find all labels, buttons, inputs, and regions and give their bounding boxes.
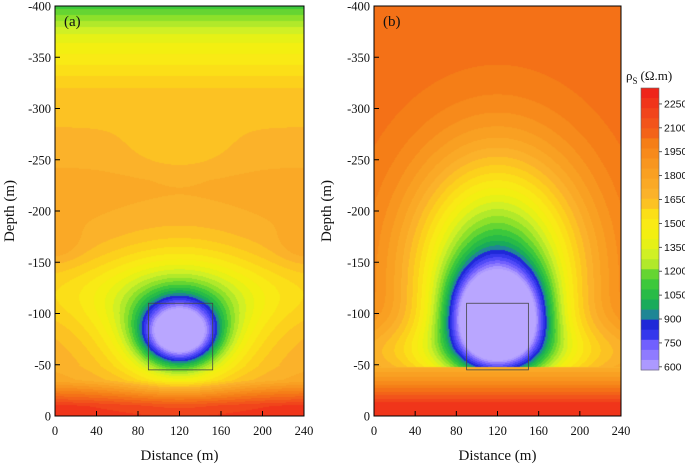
panel-b-plot-area: [373, 5, 622, 417]
panel-b-x-tick-label: 0: [371, 424, 377, 438]
colorbar-swatch: [641, 319, 659, 331]
panel-b-x-tick-label: 80: [450, 424, 463, 438]
panel-b-y-tick-label: -250: [347, 153, 370, 167]
colorbar-swatch: [641, 229, 659, 240]
colorbar-swatch: [641, 148, 659, 159]
panel-a-y-tick-label: -100: [28, 307, 51, 321]
panel-b-y-axis-title: Depth (m): [319, 180, 335, 242]
colorbar-swatch: [641, 359, 659, 371]
colorbar-swatch: [641, 108, 659, 119]
colorbar-swatch: [641, 88, 659, 99]
panel-a-body-outline: [147, 302, 214, 371]
colorbar-swatch: [641, 208, 659, 220]
colorbar-swatch: [641, 198, 659, 210]
panel-a-x-tick-label: 40: [90, 424, 103, 438]
panel-a-x-tick-label: 200: [253, 424, 272, 438]
colorbar-frame: [640, 87, 660, 371]
panel-a-y-tick-label: -350: [28, 51, 51, 65]
colorbar-tick-label: 1200: [664, 266, 685, 278]
panel-a-x-tick-label: 80: [132, 424, 145, 438]
panel-b-y-tick-label: -400: [347, 0, 370, 14]
panel-a-y-tick-label: -50: [34, 358, 51, 372]
colorbar-swatch: [641, 118, 659, 129]
panel-a-plot-area: [54, 5, 305, 417]
colorbar-tick-label: 1950: [664, 146, 685, 158]
panel-b-y-tick-label: -150: [347, 256, 370, 270]
panel-b-label: (b): [383, 14, 401, 30]
panel-b: (b) 0 40 80 120 160 200 240 -400 -350 -300 -250 -20…: [319, 0, 630, 464]
panel-a-label: (a): [64, 14, 81, 30]
panel-b-y-tick-label: 0: [364, 410, 370, 424]
colorbar-tick-label: 2250: [664, 98, 685, 110]
colorbar-swatch: [641, 188, 659, 200]
panel-b-x-tick-label: 120: [488, 424, 507, 438]
panel-a-y-tick-label: -250: [28, 153, 51, 167]
colorbar-tick-label: 1500: [664, 218, 685, 230]
panel-b-x-axis-title: Distance (m): [459, 448, 537, 464]
colorbar-swatch: [641, 218, 659, 230]
panel-a-y-tick-label: -400: [28, 0, 51, 14]
panel-b-x-tick-label: 200: [570, 424, 589, 438]
panel-a-x-tick-label: 0: [52, 424, 58, 438]
colorbar-swatch: [641, 349, 659, 361]
panel-b-contour-field: [374, 6, 621, 416]
colorbar-swatch: [641, 138, 659, 149]
colorbar-swatch: [641, 259, 659, 270]
colorbar-swatch: [641, 299, 659, 310]
colorbar-swatch: [641, 128, 659, 139]
colorbar-tick-label: 600: [664, 361, 682, 373]
colorbar-title: ρS (Ω.m): [626, 68, 672, 86]
panel-a-y-tick-label: -300: [28, 102, 51, 116]
colorbar-title-subscript: S: [633, 76, 638, 86]
panel-a-y-tick-label: 0: [45, 410, 51, 424]
panel-b-x-tick-label: 160: [529, 424, 548, 438]
colorbar-swatch: [641, 249, 659, 260]
colorbar-swatch: [641, 339, 659, 351]
colorbar-tick-label: 2100: [664, 122, 685, 134]
panel-b-x-tick-label: 40: [409, 424, 422, 438]
panel-a-x-tick-label: 240: [295, 424, 314, 438]
panel-b-body-outline: [466, 302, 529, 371]
panel-b-y-tick-label: -100: [347, 307, 370, 321]
colorbar-tick-label: 1350: [664, 242, 685, 254]
colorbar-swatches: [641, 88, 659, 371]
panel-a-y-tick-label: -200: [28, 205, 51, 219]
colorbar-swatch: [641, 178, 659, 190]
panel-a: (a) 0 40 80 120 160 200 240 -400 -350 -300 -250 -20…: [2, 0, 313, 464]
colorbar-title-unit: (Ω.m): [641, 68, 673, 83]
colorbar-tick-label: 1800: [664, 170, 685, 182]
panel-b-y-tick-label: -200: [347, 205, 370, 219]
panel-a-y-tick-label: -150: [28, 256, 51, 270]
colorbar-swatch: [641, 168, 659, 180]
colorbar-swatch: [641, 309, 659, 321]
colorbar-tick-label: 750: [664, 337, 682, 349]
colorbar-swatch: [641, 98, 659, 109]
panel-b-ticks: 0 40 80 120 160 200 240 -400 -350 -300 -250 -200 -15…: [347, 0, 630, 438]
colorbar-swatch: [641, 158, 659, 169]
colorbar-swatch: [641, 329, 659, 341]
panel-a-y-axis-title: Depth (m): [2, 180, 18, 242]
colorbar-title-symbol: ρ: [626, 68, 633, 83]
panel-a-x-axis-title: Distance (m): [141, 448, 219, 464]
panel-a-ticks: 0 40 80 120 160 200 240 -400 -350 -300 -250 -200 -15…: [28, 0, 313, 438]
colorbar: ρS (Ω.m) 2250 2100 1950 1800 1650 1500 1350 1200…: [626, 68, 685, 373]
colorbar-tick-label: 1650: [664, 194, 685, 206]
colorbar-swatch: [641, 279, 659, 290]
panel-a-x-tick-label: 160: [212, 424, 231, 438]
colorbar-swatch: [641, 269, 659, 280]
panel-b-y-tick-label: -350: [347, 51, 370, 65]
colorbar-tick-label: 900: [664, 314, 682, 326]
colorbar-swatch: [641, 289, 659, 300]
panel-a-x-tick-label: 120: [170, 424, 189, 438]
colorbar-tick-label: 1050: [664, 290, 685, 302]
panel-b-x-tick-label: 240: [612, 424, 631, 438]
panel-a-contour-field: [55, 6, 304, 416]
panel-b-y-tick-label: -50: [353, 358, 370, 372]
colorbar-ticks: 2250 2100 1950 1800 1650 1500 1350 1200 1050 900 7…: [659, 98, 685, 373]
panel-b-y-tick-label: -300: [347, 102, 370, 116]
colorbar-swatch: [641, 239, 659, 250]
